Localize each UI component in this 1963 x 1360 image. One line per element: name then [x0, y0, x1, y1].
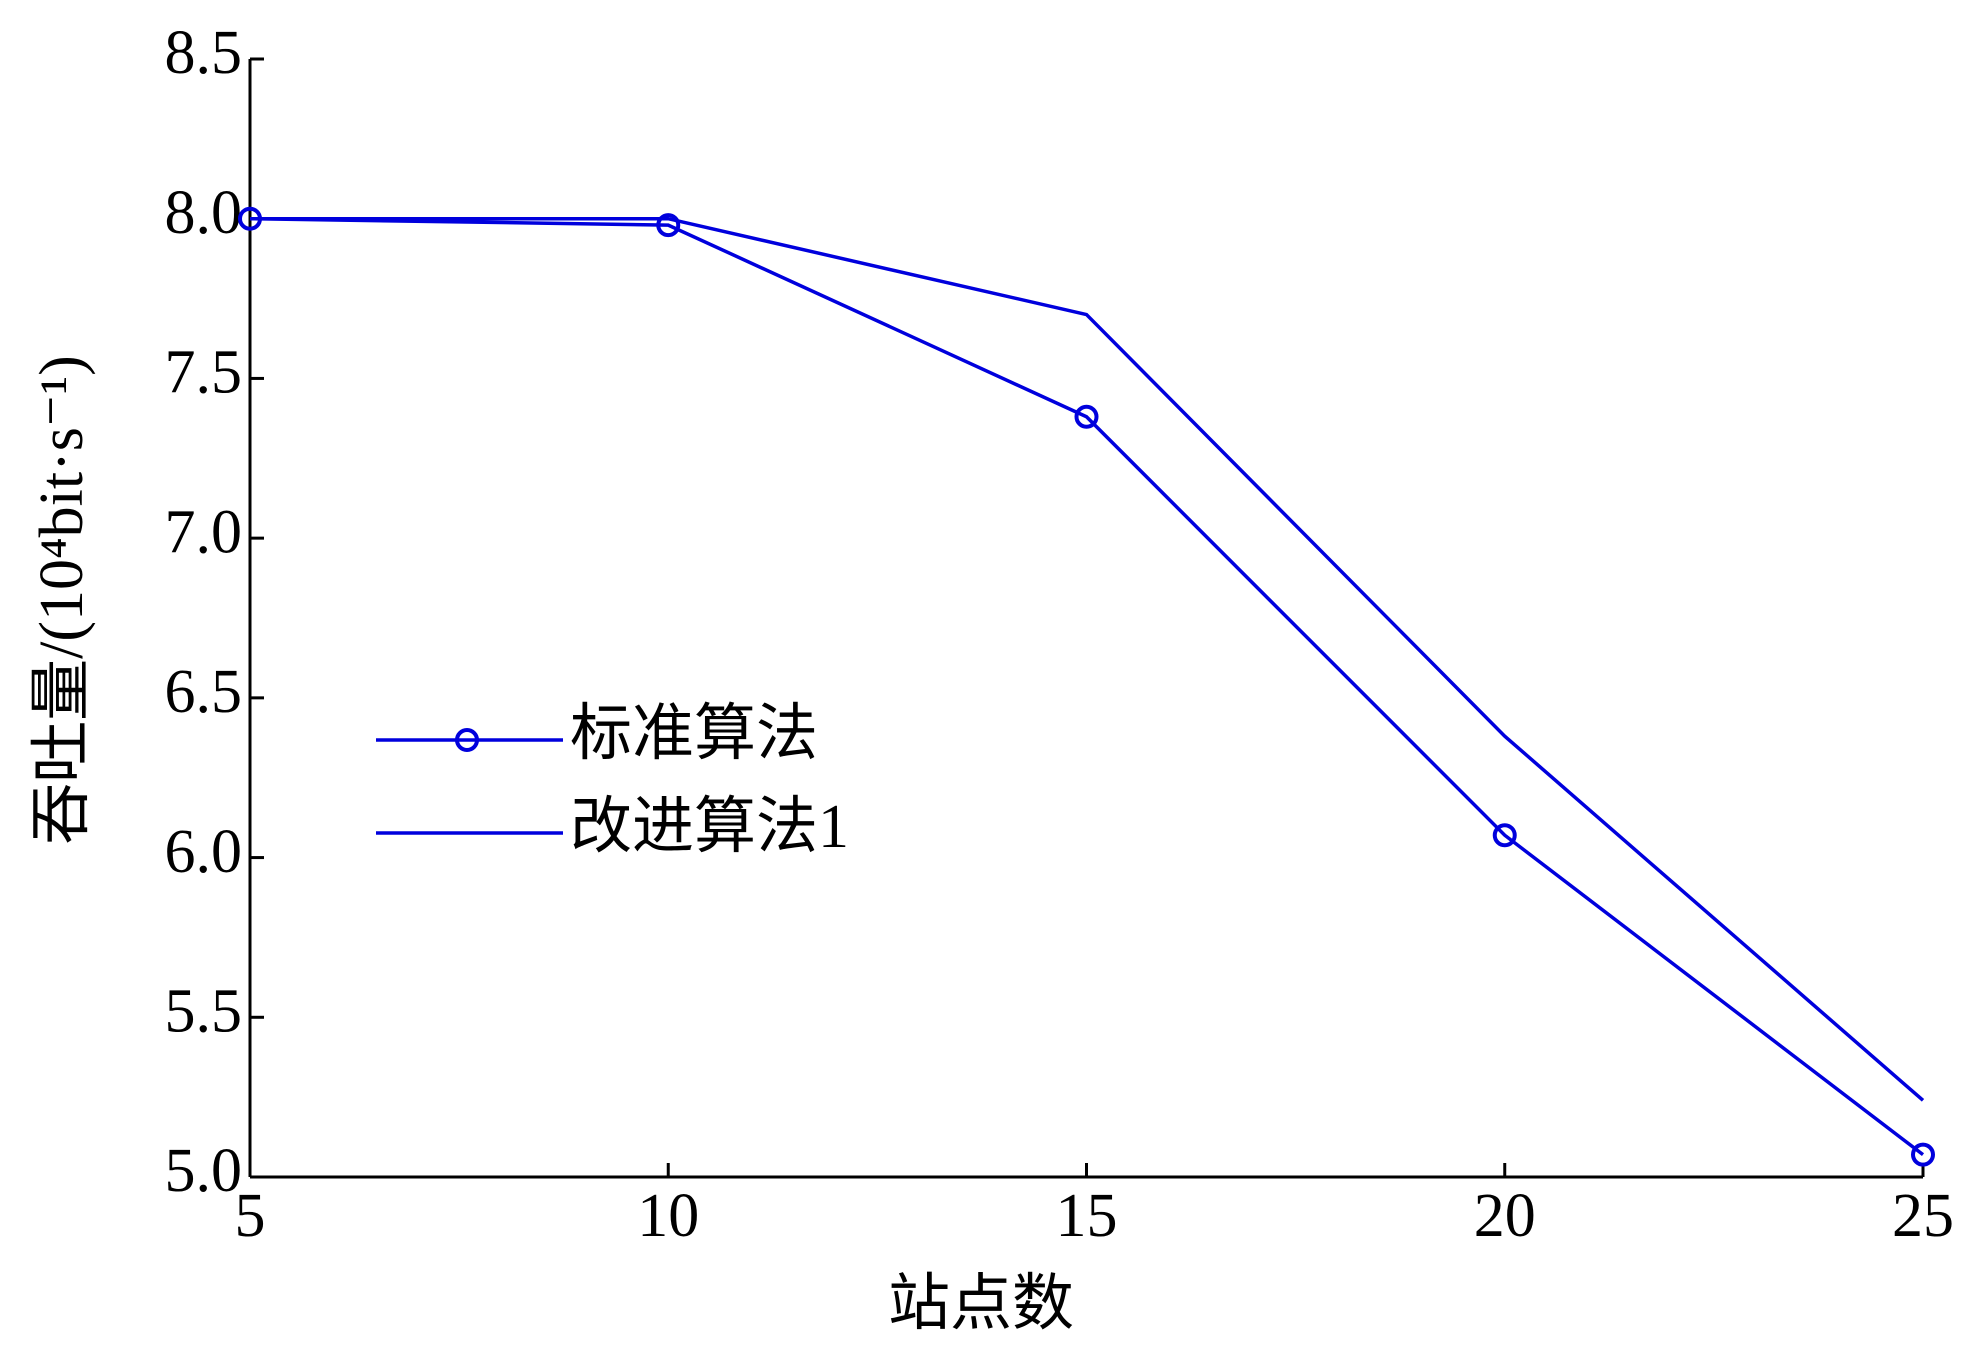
y-tick-label: 7.0 — [165, 498, 243, 566]
legend-marker — [455, 728, 479, 752]
point — [1074, 404, 1099, 429]
y-tick-label: 7.5 — [165, 339, 243, 407]
x-tick-label: 15 — [1056, 1182, 1118, 1250]
x-axis-label: 站点数 — [888, 1270, 1074, 1338]
series-line — [250, 216, 1925, 1102]
y-tick-label: 6.5 — [165, 658, 243, 726]
y-tick-label: 8.5 — [165, 19, 243, 87]
point — [1911, 1142, 1935, 1167]
y-tick-label: 6.0 — [165, 818, 243, 886]
y-tick-label: 5.0 — [165, 1137, 243, 1205]
x-tick-label: 10 — [637, 1182, 699, 1250]
point — [1492, 823, 1517, 848]
y-axis-label: 吞吐量/(10⁴bit·s⁻¹) — [28, 355, 96, 845]
legend-label: 标准算法 — [570, 700, 818, 768]
y-tick-label: 8.0 — [165, 179, 243, 247]
x-tick-label: 25 — [1892, 1182, 1954, 1250]
y-tick-label: 5.5 — [165, 978, 243, 1046]
legend-label: 改进算法1 — [570, 793, 849, 861]
point — [656, 213, 681, 238]
series-line — [249, 216, 1925, 1157]
x-tick-label: 5 — [235, 1182, 266, 1250]
x-tick-label: 20 — [1474, 1182, 1536, 1250]
